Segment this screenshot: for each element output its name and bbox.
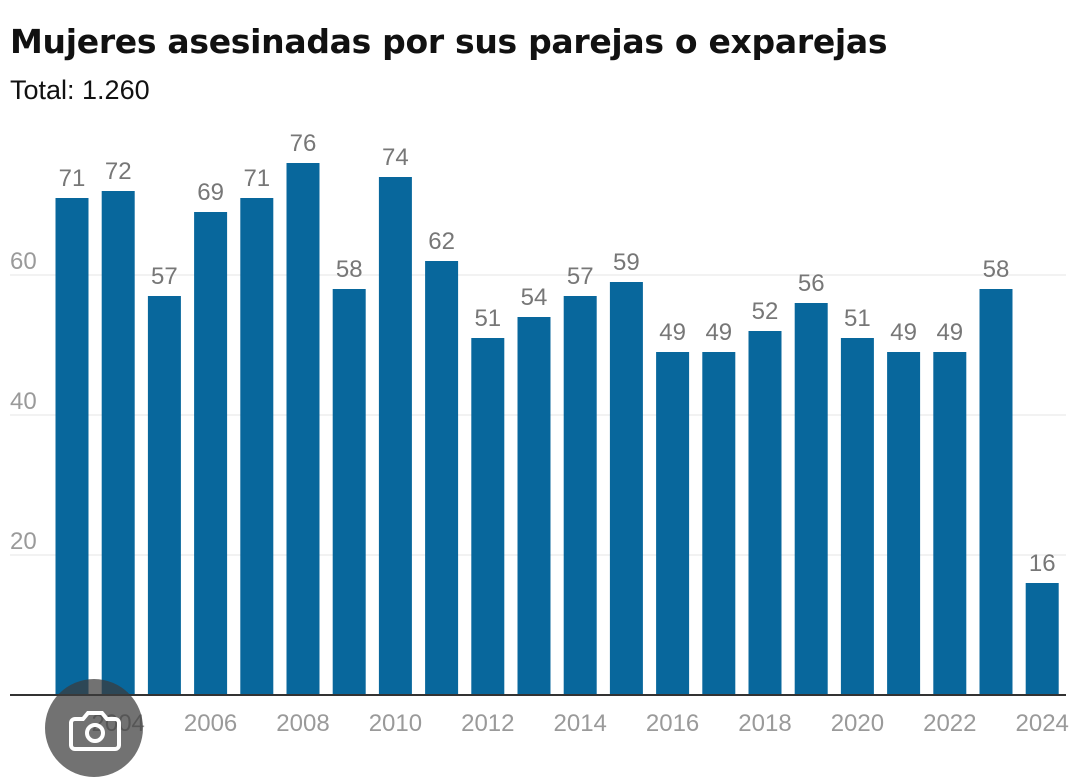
data-label: 59	[613, 249, 640, 276]
data-label: 57	[567, 263, 594, 290]
bar	[702, 352, 736, 695]
data-label: 74	[382, 144, 409, 171]
bar	[332, 289, 366, 695]
data-label: 57	[151, 263, 178, 290]
camera-lens-icon[interactable]	[45, 679, 143, 777]
x-tick-label: 2016	[646, 710, 699, 737]
data-label: 16	[1029, 550, 1056, 577]
data-label: 69	[197, 179, 224, 206]
data-label: 51	[844, 305, 871, 332]
bar	[794, 303, 828, 695]
bar	[656, 352, 690, 695]
bar	[979, 289, 1013, 695]
bar	[563, 296, 597, 695]
data-label: 58	[336, 256, 363, 283]
data-label: 49	[659, 319, 686, 346]
data-label: 62	[428, 228, 455, 255]
x-tick-label: 2024	[1016, 710, 1069, 737]
chart-title: Mujeres asesinadas por sus parejas o exp…	[10, 22, 888, 61]
bar	[840, 338, 874, 695]
bar	[517, 317, 551, 695]
data-label: 49	[890, 319, 917, 346]
bar	[609, 282, 643, 695]
data-label: 54	[521, 284, 548, 311]
x-tick-label: 2008	[276, 710, 329, 737]
x-tick-label: 2010	[369, 710, 422, 737]
bar	[240, 198, 274, 695]
x-tick-label: 2022	[923, 710, 976, 737]
y-tick-label: 60	[10, 248, 37, 275]
bar	[933, 352, 967, 695]
data-label: 76	[290, 130, 317, 157]
bar-chart: 20 40 60 71 72 57 69 71 76 58 74 62 51 54 57 59 49 49 52 56…	[10, 130, 1069, 737]
data-label: 71	[243, 165, 270, 192]
x-tick-label: 2012	[461, 710, 514, 737]
bar	[147, 296, 181, 695]
y-tick-label: 20	[10, 528, 37, 555]
bar	[101, 191, 135, 695]
bar	[286, 163, 320, 695]
bar	[1025, 583, 1059, 695]
data-label: 71	[59, 165, 86, 192]
bar	[425, 261, 459, 695]
data-label: 56	[798, 270, 825, 297]
x-tick-label: 2020	[831, 710, 884, 737]
chart-subtitle: Total: 1.260	[10, 75, 150, 105]
data-label: 52	[752, 298, 779, 325]
bar	[55, 198, 89, 695]
x-tick-label: 2018	[738, 710, 791, 737]
bar	[748, 331, 782, 695]
data-label: 49	[936, 319, 963, 346]
bar	[887, 352, 921, 695]
x-tick-label: 2006	[184, 710, 237, 737]
bar	[378, 177, 412, 695]
bar	[194, 212, 228, 695]
x-tick-label: 2014	[554, 710, 607, 737]
data-label: 49	[705, 319, 732, 346]
data-label: 58	[983, 256, 1010, 283]
bar	[471, 338, 505, 695]
data-label: 51	[474, 305, 501, 332]
data-label: 72	[105, 158, 132, 185]
y-tick-label: 40	[10, 388, 37, 415]
